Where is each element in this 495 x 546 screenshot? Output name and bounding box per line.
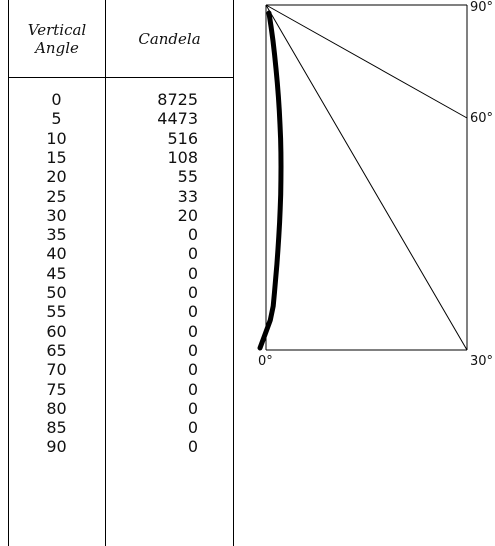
candela-distribution-chart: 0° 30° 60° 90° — [257, 0, 495, 370]
candela-curve-line — [257, 10, 284, 351]
vertical-angle-cell: 55 — [46, 302, 67, 322]
table-row: 90 0 — [8, 437, 234, 457]
vertical-angle-cell: 20 — [46, 167, 67, 187]
candela-cell: 0 — [187, 225, 198, 245]
angle-label-30: 30° — [470, 354, 493, 369]
table-row: 35 0 — [8, 225, 234, 245]
candela-cell: 0 — [187, 244, 198, 264]
table-row: 25 33 — [8, 187, 234, 207]
candela-cell: 0 — [187, 302, 198, 322]
vertical-angle-cell: 25 — [46, 186, 67, 206]
chart-svg: 0° 30° 60° 90° — [257, 0, 493, 369]
candela-cell: 108 — [167, 147, 198, 167]
vertical-angle-header: Vertical Angle — [9, 0, 105, 77]
table-row: 70 0 — [8, 360, 234, 380]
vertical-angle-cell: 10 — [46, 128, 67, 148]
candela-cell: 0 — [187, 379, 198, 399]
candela-cell: 8725 — [157, 90, 198, 109]
vertical-angle-cell: 60 — [46, 321, 67, 341]
table-row: 10 516 — [8, 129, 234, 149]
table-row: 60 0 — [8, 322, 234, 342]
vertical-angle-cell: 80 — [46, 398, 67, 418]
table-row: 15 108 — [8, 148, 234, 168]
candela-cell: 0 — [187, 437, 198, 457]
vertical-angle-cell: 65 — [46, 340, 67, 360]
table-row: 85 0 — [8, 418, 234, 438]
table-row: 50 0 — [8, 283, 234, 303]
vertical-angle-cell: 85 — [46, 418, 67, 438]
angle-label-60: 60° — [470, 111, 493, 126]
vertical-angle-cell: 30 — [46, 205, 67, 225]
table-row: 65 0 — [8, 341, 234, 361]
vertical-angle-cell: 90 — [46, 437, 67, 457]
table-row: 40 0 — [8, 244, 234, 264]
angle-label-90: 90° — [470, 0, 493, 15]
vertical-angle-cell: 5 — [51, 109, 62, 129]
candela-cell: 33 — [177, 186, 198, 206]
vertical-angle-cell: 35 — [46, 225, 67, 245]
table-row: 5 4473 — [8, 109, 234, 129]
table-row: 30 20 — [8, 206, 234, 226]
vertical-angle-header-line1: Vertical — [27, 20, 87, 39]
reference-ray-30 — [265, 4, 468, 351]
vertical-angle-cell: 0 — [51, 90, 62, 109]
candela-cell: 0 — [187, 418, 198, 438]
vertical-angle-cell: 15 — [46, 147, 67, 167]
vertical-angle-header-line2: Angle — [35, 38, 79, 57]
angle-label-0: 0° — [258, 354, 273, 369]
table-right-border — [233, 0, 234, 546]
candela-cell: 516 — [167, 128, 198, 148]
table-header-divider — [8, 77, 234, 78]
candela-cell: 55 — [177, 167, 198, 187]
vertical-angle-cell: 75 — [46, 379, 67, 399]
table-column-divider — [105, 0, 106, 546]
candela-table: Vertical Angle Candela 0 8725 5 4473 10 516 15… — [8, 0, 234, 546]
candela-cell: 0 — [187, 263, 198, 283]
table-row: 20 55 — [8, 167, 234, 187]
reference-ray-60 — [265, 4, 468, 119]
table-row: 55 0 — [8, 302, 234, 322]
table-row: 45 0 — [8, 264, 234, 284]
candela-cell: 20 — [177, 205, 198, 225]
vertical-angle-cell: 50 — [46, 283, 67, 302]
candela-cell: 0 — [187, 283, 198, 302]
table-row: 80 0 — [8, 399, 234, 419]
vertical-angle-cell: 45 — [46, 263, 67, 283]
table-row: 75 0 — [8, 380, 234, 400]
candela-header: Candela — [138, 29, 201, 48]
vertical-angle-cell: 70 — [46, 360, 67, 380]
candela-cell: 0 — [187, 340, 198, 360]
candela-cell: 0 — [187, 360, 198, 380]
vertical-angle-cell: 40 — [46, 244, 67, 264]
candela-cell: 0 — [187, 321, 198, 341]
candela-cell: 0 — [187, 398, 198, 418]
table-left-border — [8, 0, 9, 546]
table-row: 0 8725 — [8, 90, 234, 110]
candela-cell: 4473 — [157, 109, 198, 129]
